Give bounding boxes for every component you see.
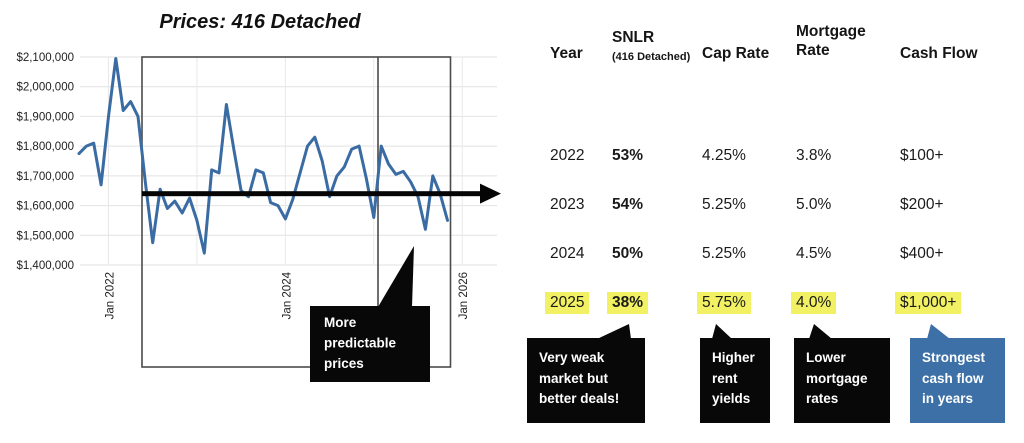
col-header-cap-rate: Cap Rate (702, 45, 770, 62)
callout-weak-market: Very weak market but better deals! (527, 324, 645, 423)
cap-rate-value: 5.25% (702, 196, 746, 213)
cap-rate-value: 5.25% (702, 245, 746, 262)
y-axis-tick-label: $1,600,000 (16, 201, 74, 213)
callout-line: better deals! (539, 391, 620, 406)
callout-higher-yields: Higher rent yields (700, 324, 770, 423)
y-axis-tick-label: $2,000,000 (16, 82, 74, 94)
callout-line: rates (806, 391, 839, 406)
trend-arrow-shaft (142, 191, 480, 197)
col-header-snlr-sub: (416 Detached) (612, 51, 691, 63)
chart-title: Prices: 416 Detached (159, 11, 361, 33)
price-series-line (77, 57, 449, 255)
mortgage-rate-value: 4.0% (791, 292, 837, 314)
callout-line: rent (712, 370, 738, 386)
chart-callout-pointer-icon (378, 246, 414, 307)
trend-arrow-head-icon (480, 183, 501, 204)
table-row-highlighted: 2025 38% 5.75% 4.0% $1,000+ (540, 292, 1020, 316)
callout-line: Very weak (539, 350, 605, 365)
snlr-value: 38% (607, 292, 649, 314)
mortgage-rate-value: 3.8% (796, 147, 832, 164)
cash-flow-value: $200+ (900, 196, 944, 213)
y-axis-tick-label: $1,500,000 (16, 230, 74, 242)
table-row: 2023 54% 5.25% 5.0% $200+ (540, 196, 1020, 218)
y-axis-tick-label: $1,800,000 (16, 141, 74, 153)
cash-flow-value: $1,000+ (895, 292, 962, 314)
highlight-period-box (141, 56, 452, 368)
callout-line: Lower (806, 350, 846, 365)
price-line-chart: $2,100,000 $2,000,000 $1,900,000 $1,800,000… (16, 52, 501, 382)
col-header-snlr-title: SNLR (612, 29, 655, 46)
callout-pointer-icon (809, 324, 832, 339)
callout-pointer-icon (927, 324, 950, 339)
cash-flow-value: $100+ (900, 147, 944, 164)
table-row: 2022 53% 4.25% 3.8% $100+ (540, 147, 1020, 169)
chart-callout-line: predictable (324, 336, 397, 351)
callout-line: in years (922, 391, 974, 406)
y-axis-tick-label: $1,900,000 (16, 111, 74, 123)
snlr-value: 53% (612, 147, 644, 164)
col-header-year: Year (550, 45, 583, 62)
chart-callout-line: More (324, 315, 357, 330)
x-axis-tick-label: Jan 2024 (281, 271, 293, 319)
callout-strongest-cashflow: Strongest cash flow in years (910, 324, 1005, 423)
mortgage-rate-value: 4.5% (796, 245, 832, 262)
col-header-snlr: SNLR (416 Detached) (612, 28, 690, 67)
callout-line: market but (539, 370, 609, 386)
cap-rate-value: 5.75% (697, 292, 751, 314)
callout-line: mortgage (806, 370, 868, 386)
callout-line: yields (712, 391, 751, 406)
col-header-mortgage-rate: Mortgage Rate (796, 23, 866, 59)
callout-line: Higher (712, 350, 755, 365)
mortgage-rate-value: 5.0% (796, 196, 832, 213)
snlr-value: 54% (612, 196, 644, 213)
cap-rate-value: 4.25% (702, 147, 746, 164)
x-axis-tick-label: Jan 2026 (458, 272, 470, 319)
callout-line: Strongest (922, 350, 986, 365)
chart-callout-box (310, 306, 430, 382)
year-value: 2024 (550, 245, 585, 262)
y-axis-tick-label: $2,100,000 (16, 52, 74, 64)
year-value: 2023 (550, 196, 585, 213)
cash-flow-value: $400+ (900, 245, 944, 262)
callout-line: cash flow (922, 370, 984, 386)
callout-lower-rates: Lower mortgage rates (794, 324, 890, 423)
table-row: 2024 50% 5.25% 4.5% $400+ (540, 245, 1020, 267)
snlr-value: 50% (612, 245, 644, 262)
chart-callout-line: prices (324, 356, 364, 371)
y-axis-tick-label: $1,700,000 (16, 171, 74, 183)
callout-pointer-icon (597, 324, 631, 339)
year-value: 2025 (545, 292, 590, 314)
y-axis-tick-label: $1,400,000 (16, 260, 74, 272)
year-value: 2022 (550, 147, 585, 164)
x-axis-tick-label: Jan 2022 (104, 272, 116, 319)
col-header-cash-flow: Cash Flow (900, 45, 978, 62)
callout-pointer-icon (712, 324, 732, 339)
